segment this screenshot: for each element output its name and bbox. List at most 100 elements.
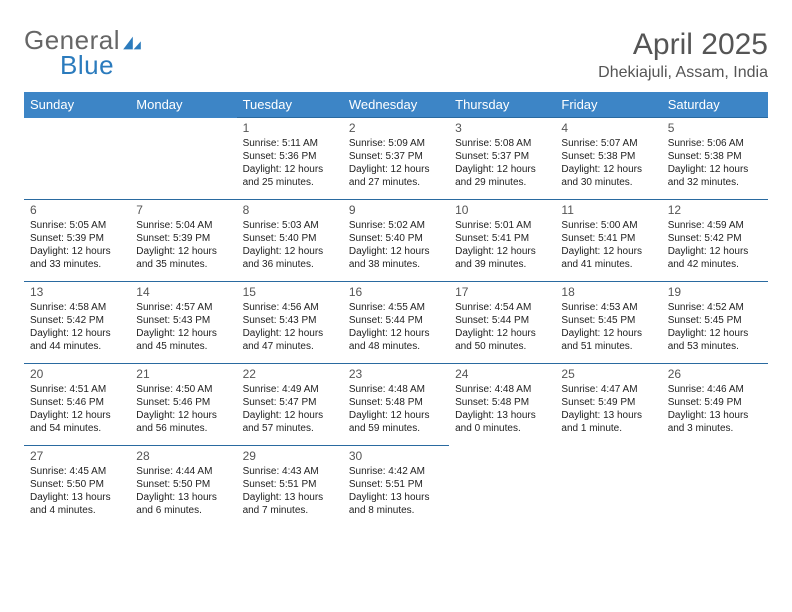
sun-info-line: Sunrise: 4:53 AM bbox=[561, 302, 655, 315]
calendar-day-cell: 10Sunrise: 5:01 AMSunset: 5:41 PMDayligh… bbox=[449, 200, 555, 282]
day-header: Thursday bbox=[449, 92, 555, 118]
day-header: Wednesday bbox=[343, 92, 449, 118]
sun-info-line: and 30 minutes. bbox=[561, 177, 655, 190]
calendar-empty-cell bbox=[449, 446, 555, 528]
day-number: 11 bbox=[561, 200, 655, 220]
sun-info-line: Daylight: 12 hours bbox=[668, 164, 762, 177]
location: Dhekiajuli, Assam, India bbox=[598, 64, 768, 82]
sun-info-line: Sunset: 5:49 PM bbox=[561, 397, 655, 410]
sun-info-line: Daylight: 12 hours bbox=[136, 246, 230, 259]
sun-info-line: and 53 minutes. bbox=[668, 341, 762, 354]
sun-info-line: and 1 minute. bbox=[561, 423, 655, 436]
sun-info-line: Daylight: 13 hours bbox=[136, 492, 230, 505]
day-number: 2 bbox=[349, 118, 443, 138]
sun-info-line: and 33 minutes. bbox=[30, 259, 124, 272]
sun-info-line: Sunrise: 5:01 AM bbox=[455, 220, 549, 233]
sun-info-line: and 35 minutes. bbox=[136, 259, 230, 272]
sun-info-line: Sunset: 5:38 PM bbox=[561, 151, 655, 164]
sun-info-line: Sunrise: 4:55 AM bbox=[349, 302, 443, 315]
day-number: 18 bbox=[561, 282, 655, 302]
calendar-day-cell: 24Sunrise: 4:48 AMSunset: 5:48 PMDayligh… bbox=[449, 364, 555, 446]
sun-info-line: Sunrise: 4:54 AM bbox=[455, 302, 549, 315]
sun-info-line: Daylight: 12 hours bbox=[455, 246, 549, 259]
sun-info-line: Daylight: 12 hours bbox=[668, 328, 762, 341]
sun-info-line: and 3 minutes. bbox=[668, 423, 762, 436]
day-number: 27 bbox=[30, 446, 124, 466]
calendar-day-cell: 25Sunrise: 4:47 AMSunset: 5:49 PMDayligh… bbox=[555, 364, 661, 446]
calendar-day-cell: 14Sunrise: 4:57 AMSunset: 5:43 PMDayligh… bbox=[130, 282, 236, 364]
sun-info-line: Sunset: 5:42 PM bbox=[668, 233, 762, 246]
title-block: April 2025 Dhekiajuli, Assam, India bbox=[598, 28, 768, 82]
sun-info-line: Sunset: 5:48 PM bbox=[455, 397, 549, 410]
calendar-day-cell: 30Sunrise: 4:42 AMSunset: 5:51 PMDayligh… bbox=[343, 446, 449, 528]
sun-info-line: Sunset: 5:45 PM bbox=[668, 315, 762, 328]
sun-info-line: Daylight: 12 hours bbox=[668, 246, 762, 259]
sun-info-line: Sunrise: 4:42 AM bbox=[349, 466, 443, 479]
calendar-day-cell: 19Sunrise: 4:52 AMSunset: 5:45 PMDayligh… bbox=[662, 282, 768, 364]
sun-info-line: Sunrise: 4:48 AM bbox=[349, 384, 443, 397]
sun-info-line: Sunset: 5:47 PM bbox=[243, 397, 337, 410]
sun-info-line: and 8 minutes. bbox=[349, 505, 443, 518]
sun-info-line: Sunset: 5:44 PM bbox=[455, 315, 549, 328]
sun-info-line: Sunrise: 5:07 AM bbox=[561, 138, 655, 151]
sun-info-line: Sunset: 5:42 PM bbox=[30, 315, 124, 328]
sun-info-line: Sunset: 5:41 PM bbox=[561, 233, 655, 246]
calendar-day-cell: 21Sunrise: 4:50 AMSunset: 5:46 PMDayligh… bbox=[130, 364, 236, 446]
calendar-day-cell: 26Sunrise: 4:46 AMSunset: 5:49 PMDayligh… bbox=[662, 364, 768, 446]
sun-info-line: Daylight: 13 hours bbox=[30, 492, 124, 505]
sun-info-line: and 47 minutes. bbox=[243, 341, 337, 354]
sun-info-line: Daylight: 12 hours bbox=[349, 246, 443, 259]
sun-info-line: Sunset: 5:36 PM bbox=[243, 151, 337, 164]
sun-info-line: and 56 minutes. bbox=[136, 423, 230, 436]
calendar-day-cell: 13Sunrise: 4:58 AMSunset: 5:42 PMDayligh… bbox=[24, 282, 130, 364]
sun-info-line: Daylight: 12 hours bbox=[561, 328, 655, 341]
sun-info-line: Sunrise: 4:45 AM bbox=[30, 466, 124, 479]
sun-info-line: Sunrise: 5:06 AM bbox=[668, 138, 762, 151]
sun-info-line: Daylight: 13 hours bbox=[455, 410, 549, 423]
sun-info-line: Daylight: 12 hours bbox=[243, 328, 337, 341]
day-number: 25 bbox=[561, 364, 655, 384]
calendar-day-cell: 1Sunrise: 5:11 AMSunset: 5:36 PMDaylight… bbox=[237, 118, 343, 200]
day-number: 14 bbox=[136, 282, 230, 302]
sun-info-line: Sunset: 5:44 PM bbox=[349, 315, 443, 328]
calendar-day-cell: 17Sunrise: 4:54 AMSunset: 5:44 PMDayligh… bbox=[449, 282, 555, 364]
sun-info-line: Sunset: 5:40 PM bbox=[243, 233, 337, 246]
calendar-day-cell: 12Sunrise: 4:59 AMSunset: 5:42 PMDayligh… bbox=[662, 200, 768, 282]
sun-info-line: and 36 minutes. bbox=[243, 259, 337, 272]
calendar-day-cell: 9Sunrise: 5:02 AMSunset: 5:40 PMDaylight… bbox=[343, 200, 449, 282]
sun-info-line: Sunrise: 4:47 AM bbox=[561, 384, 655, 397]
day-number: 10 bbox=[455, 200, 549, 220]
sun-info-line: and 51 minutes. bbox=[561, 341, 655, 354]
sun-info-line: Daylight: 12 hours bbox=[349, 410, 443, 423]
sun-info-line: Sunrise: 4:49 AM bbox=[243, 384, 337, 397]
calendar-table: SundayMondayTuesdayWednesdayThursdayFrid… bbox=[24, 92, 768, 528]
day-number: 30 bbox=[349, 446, 443, 466]
sun-info-line: and 48 minutes. bbox=[349, 341, 443, 354]
sun-info-line: Sunrise: 5:04 AM bbox=[136, 220, 230, 233]
sun-info-line: Sunset: 5:49 PM bbox=[668, 397, 762, 410]
sun-info-line: and 4 minutes. bbox=[30, 505, 124, 518]
sun-info-line: and 45 minutes. bbox=[136, 341, 230, 354]
day-number: 16 bbox=[349, 282, 443, 302]
day-number: 1 bbox=[243, 118, 337, 138]
sun-info-line: Sunrise: 5:03 AM bbox=[243, 220, 337, 233]
sun-info-line: Daylight: 12 hours bbox=[243, 410, 337, 423]
sun-info-line: Sunrise: 4:57 AM bbox=[136, 302, 230, 315]
day-number: 6 bbox=[30, 200, 124, 220]
sun-info-line: and 59 minutes. bbox=[349, 423, 443, 436]
sun-info-line: Sunset: 5:48 PM bbox=[349, 397, 443, 410]
calendar-day-cell: 11Sunrise: 5:00 AMSunset: 5:41 PMDayligh… bbox=[555, 200, 661, 282]
day-number: 24 bbox=[455, 364, 549, 384]
sun-info-line: Daylight: 12 hours bbox=[349, 164, 443, 177]
sun-info-line: and 39 minutes. bbox=[455, 259, 549, 272]
sun-info-line: and 54 minutes. bbox=[30, 423, 124, 436]
sun-info-line: Sunset: 5:45 PM bbox=[561, 315, 655, 328]
sun-info-line: Sunrise: 5:02 AM bbox=[349, 220, 443, 233]
calendar-day-cell: 20Sunrise: 4:51 AMSunset: 5:46 PMDayligh… bbox=[24, 364, 130, 446]
sun-info-line: Sunset: 5:50 PM bbox=[136, 479, 230, 492]
day-number: 4 bbox=[561, 118, 655, 138]
calendar-empty-cell bbox=[555, 446, 661, 528]
day-number: 13 bbox=[30, 282, 124, 302]
sun-info-line: Sunrise: 4:51 AM bbox=[30, 384, 124, 397]
sun-info-line: Sunset: 5:50 PM bbox=[30, 479, 124, 492]
